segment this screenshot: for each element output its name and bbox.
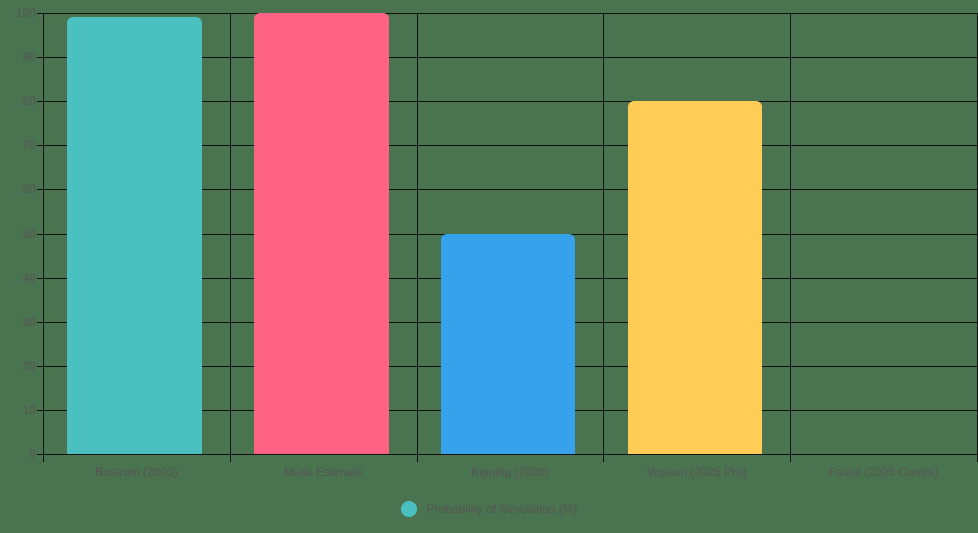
y-tick-label: 10 [22, 402, 36, 417]
y-tick-label: 80 [22, 94, 36, 109]
y-tick-label: 0 [29, 447, 36, 461]
gridline-y [37, 101, 977, 103]
y-tick-label: 90 [22, 50, 36, 65]
bar-vopson-2025-pro[interactable] [627, 101, 763, 454]
x-tick-label: Kipping (2020) [470, 465, 550, 479]
x-tick-label: Vopson (2025 Pro) [646, 465, 747, 479]
y-tick-label: 70 [22, 138, 36, 153]
bar-bostrom-2003[interactable] [67, 17, 202, 454]
y-tick-label: 20 [22, 358, 36, 373]
y-tick-label: 40 [22, 270, 36, 285]
y-tick-label: 100 [15, 6, 36, 20]
legend[interactable]: Probability of Simulation (%) [0, 501, 978, 517]
gridline-x [416, 13, 418, 462]
gridline-y [37, 13, 977, 14]
gridline-y [37, 57, 977, 59]
gridline-x [790, 13, 792, 462]
x-tick-label: Faizal (2025 Contra) [828, 465, 939, 479]
y-tick-label: 30 [22, 314, 36, 329]
bar-kipping-2020[interactable] [440, 233, 576, 454]
x-tick-label: Musk Estimate [283, 465, 363, 479]
gridline-y [37, 145, 977, 147]
gridline-x [229, 13, 231, 462]
gridline-x [603, 13, 605, 462]
legend-swatch [400, 501, 417, 517]
gridline-y [37, 189, 977, 191]
y-tick-label: 60 [22, 182, 36, 197]
legend-label: Probability of Simulation (%) [426, 502, 578, 516]
bar-musk-estimate[interactable] [254, 13, 389, 454]
gridline-x [43, 13, 44, 462]
gridline-y [37, 454, 977, 455]
y-tick-label: 50 [22, 226, 36, 241]
x-tick-label: Bostrom (2003) [95, 465, 178, 479]
plot-area: 0 10 20 30 40 50 60 70 80 90 100 [16, 6, 978, 462]
